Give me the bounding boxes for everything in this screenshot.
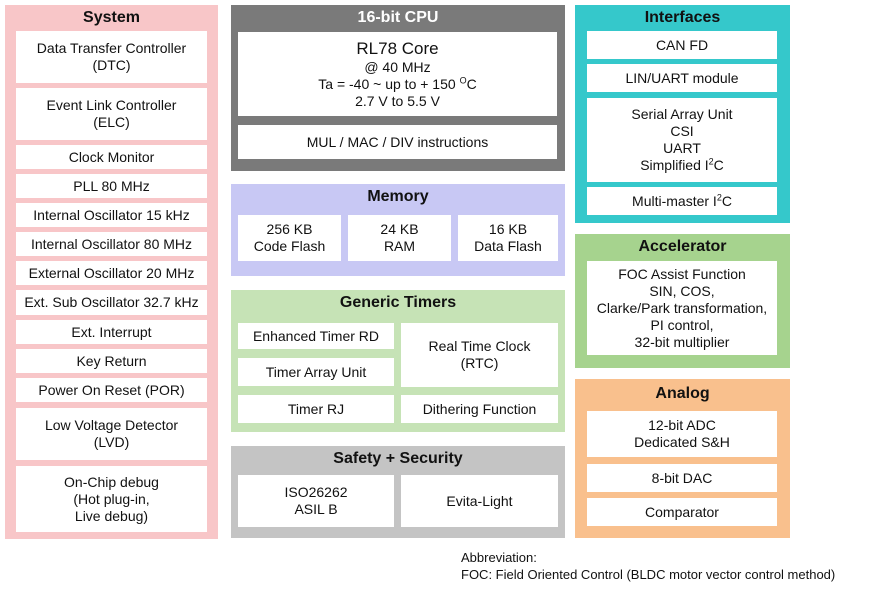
multi-master-i2c-box: Multi-master I2C: [587, 187, 777, 215]
abbreviation-text: FOC: Field Oriented Control (BLDC motor …: [461, 567, 836, 582]
system-item-elc: Event Link Controller (ELC): [16, 88, 207, 140]
instructions-box: MUL / MAC / DIV instructions: [238, 125, 557, 159]
system-item-ext-interrupt: Ext. Interrupt: [16, 320, 207, 344]
system-item-ext-sub-osc: Ext. Sub Oscillator 32.7 kHz: [16, 290, 207, 315]
memory-title: Memory: [367, 188, 429, 205]
interfaces-group: Interfaces CAN FD LIN/UART module Serial…: [575, 5, 790, 223]
cpu-group: 16-bit CPU RL78 Core @ 40 MHz Ta = -40 ~…: [231, 5, 565, 171]
system-item-ext-osc-20m: External Oscillator 20 MHz: [16, 261, 207, 285]
abbreviation-heading: Abbreviation:: [461, 550, 537, 565]
memory-code-flash: 256 KB Code Flash: [238, 215, 341, 261]
system-item-por: Power On Reset (POR): [16, 378, 207, 402]
simplified-i2c: Simplified I2C: [640, 156, 724, 173]
analog-title: Analog: [655, 385, 710, 402]
core-voltage: 2.7 V to 5.5 V: [355, 93, 440, 109]
system-item-dtc: Data Transfer Controller (DTC): [16, 31, 207, 83]
core-name: RL78 Core: [356, 39, 439, 58]
safety-title: Safety + Security: [333, 450, 463, 467]
system-item-on-chip-debug: On-Chip debug (Hot plug-in, Live debug): [16, 466, 207, 532]
can-fd-box: CAN FD: [587, 31, 777, 59]
real-time-clock: Real Time Clock (RTC): [401, 323, 558, 387]
comparator-box: Comparator: [587, 498, 777, 526]
memory-ram: 24 KB RAM: [348, 215, 451, 261]
foc-assist-box: FOC Assist Function SIN, COS, Clarke/Par…: [587, 261, 777, 355]
system-item-int-osc-15k: Internal Oscillator 15 kHz: [16, 203, 207, 227]
system-item-lvd: Low Voltage Detector (LVD): [16, 408, 207, 460]
rl78-core-box: RL78 Core @ 40 MHz Ta = -40 ~ up to + 15…: [238, 32, 557, 116]
timers-title: Generic Timers: [339, 294, 457, 311]
system-title: System: [83, 9, 140, 26]
adc-box: 12-bit ADC Dedicated S&H: [587, 411, 777, 457]
timer-array-unit: Timer Array Unit: [238, 358, 394, 386]
system-item-key-return: Key Return: [16, 349, 207, 373]
timers-group: Generic Timers Enhanced Timer RD Timer A…: [231, 290, 565, 432]
timer-rd: Enhanced Timer RD: [238, 323, 394, 349]
safety-group: Safety + Security ISO26262 ASIL B Evita-…: [231, 446, 565, 538]
abbreviation-note: Abbreviation: FOC: Field Oriented Contro…: [461, 549, 835, 583]
memory-data-flash: 16 KB Data Flash: [458, 215, 558, 261]
accelerator-title: Accelerator: [638, 238, 727, 255]
interfaces-title: Interfaces: [644, 9, 721, 26]
system-group: System Data Transfer Controller (DTC) Ev…: [5, 5, 218, 539]
iso26262-box: ISO26262 ASIL B: [238, 475, 394, 527]
timer-rj: Timer RJ: [238, 395, 394, 423]
memory-group: Memory 256 KB Code Flash 24 KB RAM 16 KB…: [231, 184, 565, 276]
core-temperature: Ta = -40 ~ up to + 150 OC: [318, 75, 477, 92]
system-item-int-osc-80m: Internal Oscillator 80 MHz: [16, 232, 207, 256]
system-item-pll: PLL 80 MHz: [16, 174, 207, 198]
analog-group: Analog 12-bit ADC Dedicated S&H 8-bit DA…: [575, 379, 790, 538]
core-frequency: @ 40 MHz: [364, 59, 431, 75]
serial-array-unit-box: Serial Array Unit CSI UART Simplified I2…: [587, 98, 777, 182]
system-item-clock-monitor: Clock Monitor: [16, 145, 207, 169]
lin-uart-box: LIN/UART module: [587, 64, 777, 92]
dac-box: 8-bit DAC: [587, 464, 777, 492]
dithering-function: Dithering Function: [401, 395, 558, 423]
evita-light-box: Evita-Light: [401, 475, 558, 527]
cpu-title: 16-bit CPU: [357, 9, 439, 26]
accelerator-group: Accelerator FOC Assist Function SIN, COS…: [575, 234, 790, 368]
